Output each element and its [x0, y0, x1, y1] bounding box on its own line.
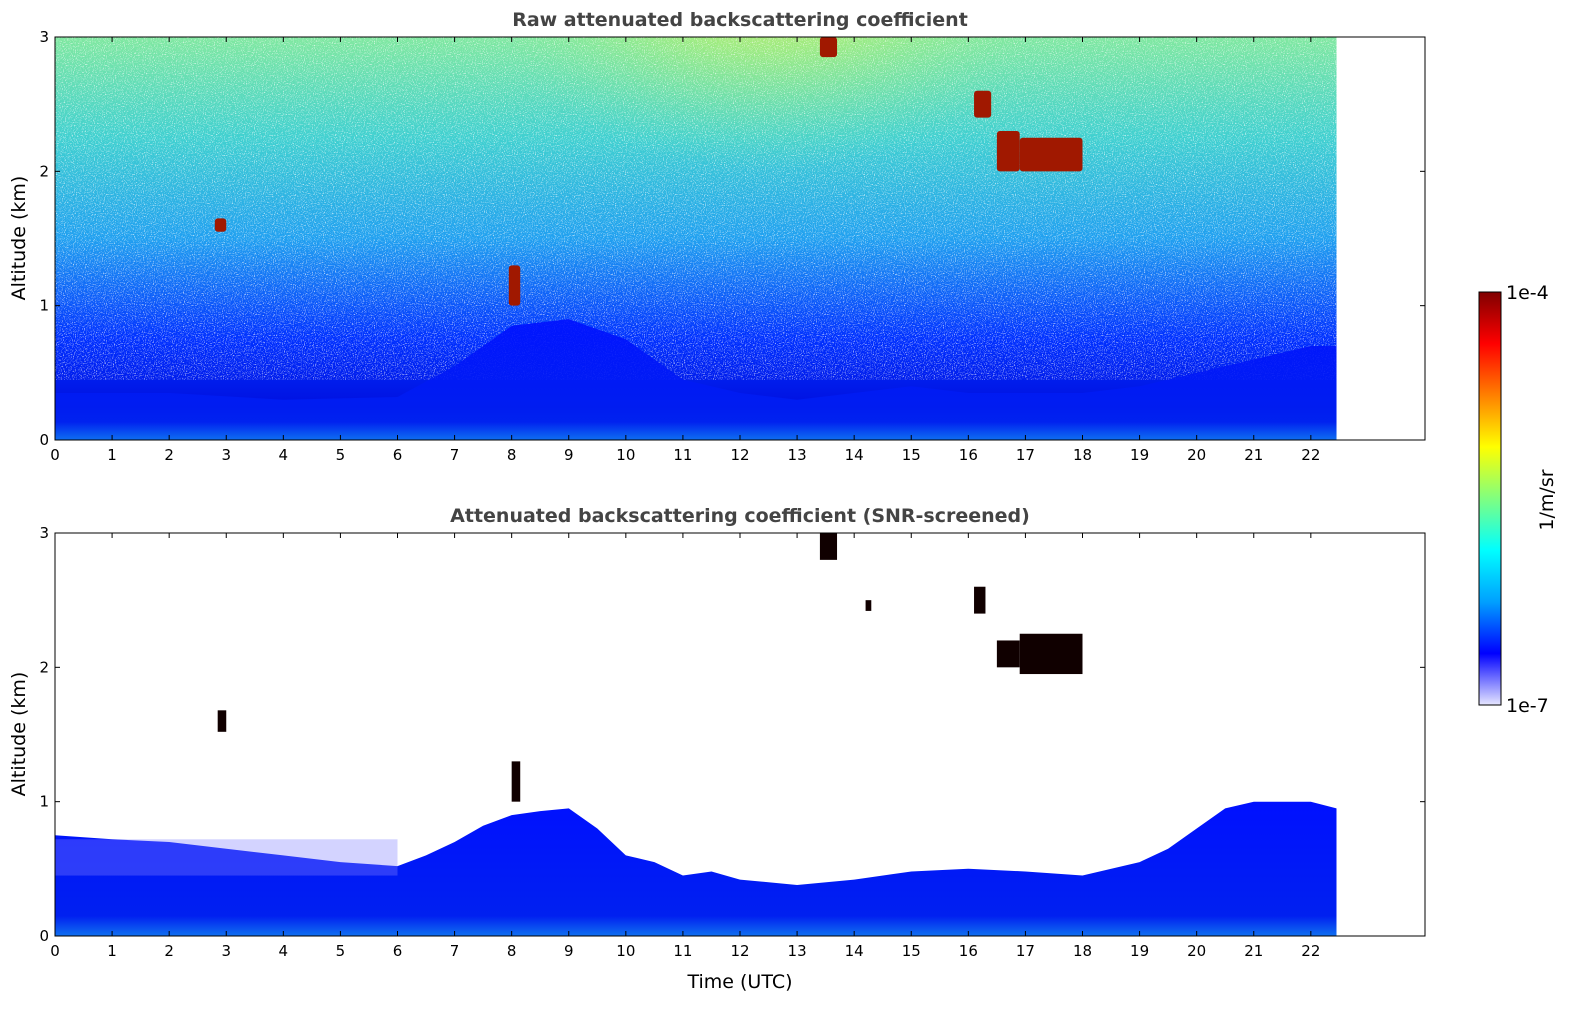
- x-tick-label: 12: [730, 942, 749, 960]
- x-tick-label: 13: [788, 942, 807, 960]
- x-tick-label: 1: [107, 446, 117, 464]
- x-tick-label: 20: [1187, 446, 1206, 464]
- x-tick-label: 5: [336, 446, 346, 464]
- raw-cloud-3: [1019, 137, 1083, 172]
- y-tick-label: 0: [39, 431, 49, 449]
- panel-screened-x-axis: 0 1 2 3 4 5 6 7 8 9 10 11 12 13 14 15 16 17 18 19 20 21 22: [50, 533, 1320, 960]
- panel-raw-x-axis: 0 1 2 3 4 5 6 7 8 9 10 11 12 13 14 15 16 17 18 19 20 21 22: [50, 37, 1320, 464]
- panel-raw-y-axis: 0 1 2 3: [39, 28, 1425, 449]
- x-tick-label: 12: [730, 446, 749, 464]
- colorbar-label: 1/m/sr: [1536, 469, 1558, 530]
- x-tick-label: 4: [279, 446, 289, 464]
- x-tick-label: 1: [107, 942, 117, 960]
- y-tick-label: 3: [39, 28, 49, 46]
- x-tick-label: 0: [50, 942, 60, 960]
- x-tick-label: 10: [616, 942, 635, 960]
- x-tick-label: 11: [673, 446, 692, 464]
- x-tick-label: 15: [902, 446, 921, 464]
- x-tick-label: 13: [788, 446, 807, 464]
- x-tick-label: 8: [507, 942, 517, 960]
- y-tick-label: 2: [39, 658, 49, 676]
- x-tick-label: 9: [564, 942, 574, 960]
- raw-boundary-layer: [55, 319, 1337, 440]
- panel-screened-ylabel: Altitude (km): [8, 672, 30, 797]
- raw-cloud-0: [819, 37, 838, 58]
- x-tick-label: 18: [1073, 942, 1092, 960]
- panel-screened: Attenuated backscattering coefficient (S…: [8, 505, 1426, 993]
- colorbar-max-label: 1e-4: [1506, 282, 1549, 304]
- x-tick-label: 8: [507, 446, 517, 464]
- x-tick-label: 0: [50, 446, 60, 464]
- screened-boundary-layer: [55, 801, 1337, 936]
- x-tick-label: 19: [1130, 446, 1149, 464]
- raw-cloud-4: [214, 218, 227, 232]
- x-tick-label: 16: [959, 942, 978, 960]
- x-tick-label: 15: [902, 942, 921, 960]
- raw-noise-speckle: [55, 37, 1337, 380]
- x-tick-label: 5: [336, 942, 346, 960]
- x-tick-label: 6: [393, 446, 403, 464]
- x-tick-label: 21: [1244, 446, 1263, 464]
- y-tick-label: 3: [39, 524, 49, 542]
- y-tick-label: 2: [39, 162, 49, 180]
- x-tick-label: 18: [1073, 446, 1092, 464]
- panel-screened-y-axis: 0 1 2 3: [39, 524, 1425, 945]
- y-tick-label: 1: [39, 297, 49, 315]
- panel-screened-title: Attenuated backscattering coefficient (S…: [450, 505, 1030, 527]
- x-tick-label: 16: [959, 446, 978, 464]
- x-tick-label: 3: [221, 446, 231, 464]
- y-tick-label: 1: [39, 793, 49, 811]
- x-tick-label: 6: [393, 942, 403, 960]
- raw-cloud-5: [508, 265, 521, 306]
- x-tick-label: 19: [1130, 942, 1149, 960]
- raw-cloud-2: [996, 131, 1020, 172]
- x-tick-label: 9: [564, 446, 574, 464]
- screened-cloud-4: [217, 710, 227, 732]
- x-tick-label: 21: [1244, 942, 1263, 960]
- x-tick-label: 22: [1301, 942, 1320, 960]
- x-tick-label: 7: [450, 446, 460, 464]
- x-tick-label: 17: [1016, 446, 1035, 464]
- colorbar: 1e-4 1e-7 1/m/sr: [1478, 282, 1558, 717]
- screened-cloud-5: [511, 761, 521, 802]
- panel-raw-ylabel: Altitude (km): [8, 176, 30, 301]
- screened-cloud-6: [865, 600, 872, 611]
- x-tick-label: 2: [164, 446, 174, 464]
- screened-cloud-0: [819, 533, 838, 560]
- x-tick-label: 14: [845, 446, 864, 464]
- x-tick-label: 17: [1016, 942, 1035, 960]
- screened-cloud-1: [974, 586, 986, 614]
- x-tick-label: 10: [616, 446, 635, 464]
- panel-raw: Raw attenuated backscattering coefficien…: [8, 9, 1426, 464]
- x-tick-label: 20: [1187, 942, 1206, 960]
- x-tick-label: 7: [450, 942, 460, 960]
- x-tick-label: 3: [221, 942, 231, 960]
- colorbar-scale: [1478, 291, 1502, 706]
- panel-screened-xlabel: Time (UTC): [686, 971, 792, 993]
- x-tick-label: 4: [279, 942, 289, 960]
- screened-cloud-2: [996, 640, 1020, 668]
- x-tick-label: 14: [845, 942, 864, 960]
- panel-raw-heatmap: [55, 37, 1337, 440]
- panel-screened-heatmap: [55, 533, 1337, 936]
- screened-pale-band: [55, 839, 398, 876]
- panel-raw-title: Raw attenuated backscattering coefficien…: [512, 9, 968, 31]
- x-tick-label: 22: [1301, 446, 1320, 464]
- screened-cloud-3: [1019, 633, 1083, 675]
- raw-cloud-1: [974, 90, 992, 118]
- x-tick-label: 11: [673, 942, 692, 960]
- x-tick-label: 2: [164, 942, 174, 960]
- colorbar-min-label: 1e-7: [1506, 695, 1549, 717]
- y-tick-label: 0: [39, 927, 49, 945]
